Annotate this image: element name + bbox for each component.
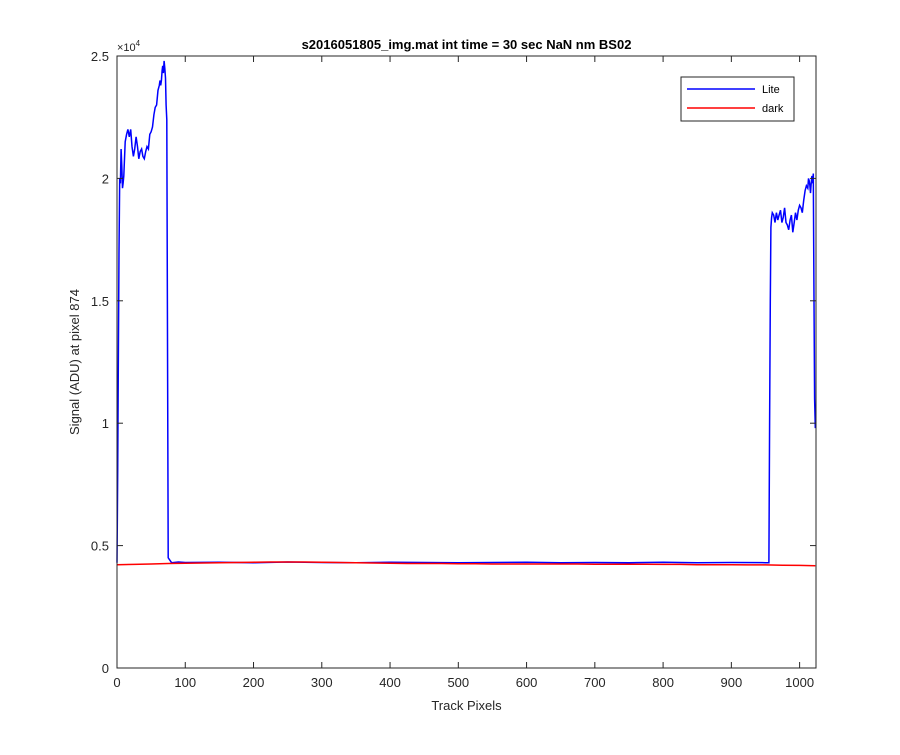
x-tick-label: 1000 [785,675,814,690]
x-tick-label: 100 [174,675,196,690]
legend-label-lite: Lite [762,84,780,96]
y-tick-label: 0.5 [91,539,109,554]
series-line-dark [116,561,816,567]
y-tick-label: 1 [102,416,109,431]
x-tick-label: 200 [243,675,265,690]
y-exponent-base: ×10 [117,42,136,54]
legend: Lite dark [680,76,795,122]
x-axis-label: Track Pixels [431,698,502,713]
x-tick-label: 500 [447,675,469,690]
tick-layer: 0 100 200 300 400 500 600 700 800 900 1000 0 0.5 1 1.5… [91,49,816,690]
x-tick-label: 600 [516,675,538,690]
x-tick-label: 700 [584,675,606,690]
y-axis-label: Signal (ADU) at pixel 874 [67,289,82,435]
y-exponent-label: ×104 [117,39,141,54]
y-tick-label: 2.5 [91,49,109,64]
y-exponent-power: 4 [136,39,141,48]
legend-box [680,76,795,122]
x-tick-label: 400 [379,675,401,690]
x-tick-label: 300 [311,675,333,690]
plot-background [117,56,816,668]
legend-label-dark: dark [762,103,784,115]
y-tick-label: 2 [102,171,109,186]
y-tick-label: 0 [102,661,109,676]
series-layer [116,60,817,567]
plot-frame [116,55,817,669]
x-tick-label: 900 [721,675,743,690]
chart-title: s2016051805_img.mat int time = 30 sec Na… [302,37,632,52]
x-tick-label: 0 [113,675,120,690]
x-tick-label: 800 [652,675,674,690]
y-tick-label: 1.5 [91,294,109,309]
